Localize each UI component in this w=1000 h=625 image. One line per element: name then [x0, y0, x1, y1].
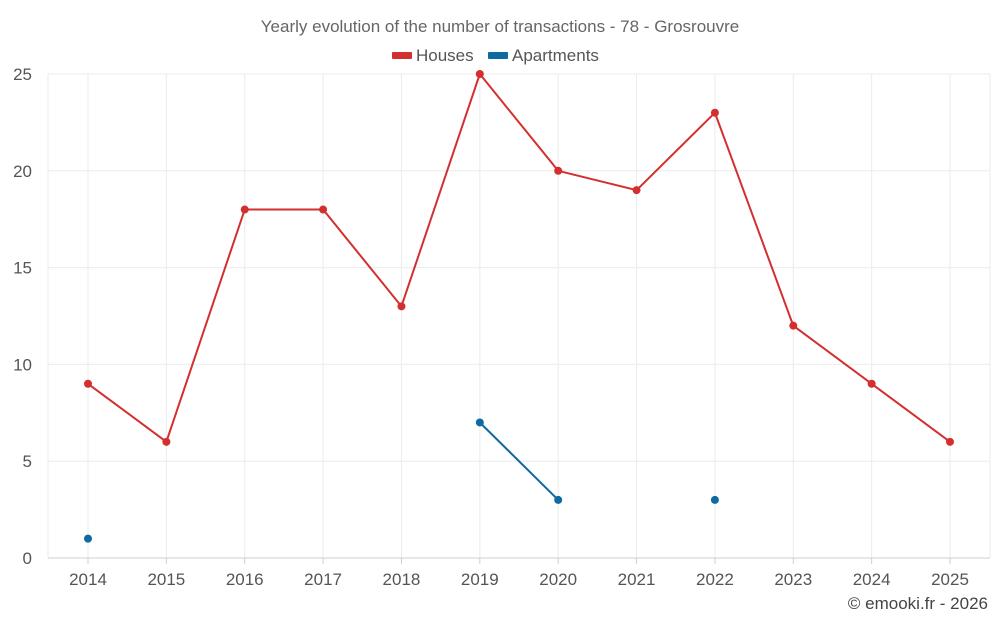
point-apartments-2019[interactable]	[475, 418, 484, 427]
point-apartments-2022[interactable]	[710, 495, 719, 504]
x-tick-label: 2024	[853, 570, 891, 589]
point-houses-2015[interactable]	[162, 437, 171, 446]
x-tick-label: 2023	[774, 570, 812, 589]
series-apartments	[84, 418, 719, 543]
legend-swatch-houses	[392, 52, 412, 59]
legend: Houses Apartments	[392, 46, 599, 65]
y-tick-label: 15	[13, 259, 32, 278]
x-tick-label: 2019	[461, 570, 499, 589]
series-line-apartments	[479, 421, 559, 501]
x-tick-label: 2016	[226, 570, 264, 589]
y-tick-label: 10	[13, 355, 32, 374]
point-houses-2025[interactable]	[946, 437, 954, 446]
x-tick-label: 2018	[383, 570, 421, 589]
x-tick-label: 2021	[618, 570, 656, 589]
x-tick-label: 2015	[147, 570, 185, 589]
y-tick-label: 5	[23, 452, 32, 471]
point-houses-2019[interactable]	[475, 70, 484, 78]
legend-swatch-apartments	[488, 52, 508, 59]
grid	[47, 73, 991, 558]
point-apartments-2020[interactable]	[554, 495, 563, 504]
point-houses-2023[interactable]	[789, 321, 798, 330]
credit: © emooki.fr - 2026	[848, 594, 988, 613]
x-tick-label: 2025	[931, 570, 969, 589]
point-houses-2020[interactable]	[554, 166, 563, 175]
y-tick-label: 20	[13, 162, 32, 181]
x-axis: 2014 2015 2016 2017 2018 2019 2020 2021 2022 2023…	[48, 557, 990, 589]
point-houses-2024[interactable]	[867, 379, 876, 388]
x-tick-label: 2020	[539, 570, 577, 589]
x-tick-label: 2022	[696, 570, 734, 589]
y-tick-label: 25	[13, 65, 32, 84]
x-tick-label: 2017	[304, 570, 342, 589]
legend-item-houses[interactable]: Houses	[392, 46, 474, 65]
y-axis: 0 5 10 15 20 25	[13, 65, 32, 568]
x-tick-label: 2014	[69, 570, 107, 589]
point-houses-2022[interactable]	[710, 108, 719, 117]
point-houses-2016[interactable]	[240, 205, 249, 214]
point-houses-2018[interactable]	[397, 302, 406, 311]
chart-title: Yearly evolution of the number of transa…	[261, 17, 739, 36]
series-line-houses	[87, 73, 951, 443]
series-houses	[84, 70, 954, 446]
legend-label-apartments: Apartments	[512, 46, 599, 65]
series	[84, 70, 954, 543]
y-tick-label: 0	[23, 549, 32, 568]
legend-label-houses: Houses	[416, 46, 474, 65]
point-houses-2014[interactable]	[84, 379, 92, 388]
point-houses-2021[interactable]	[632, 186, 641, 195]
point-apartments-2014[interactable]	[84, 534, 92, 543]
legend-item-apartments[interactable]: Apartments	[488, 46, 599, 65]
point-houses-2017[interactable]	[319, 205, 328, 214]
